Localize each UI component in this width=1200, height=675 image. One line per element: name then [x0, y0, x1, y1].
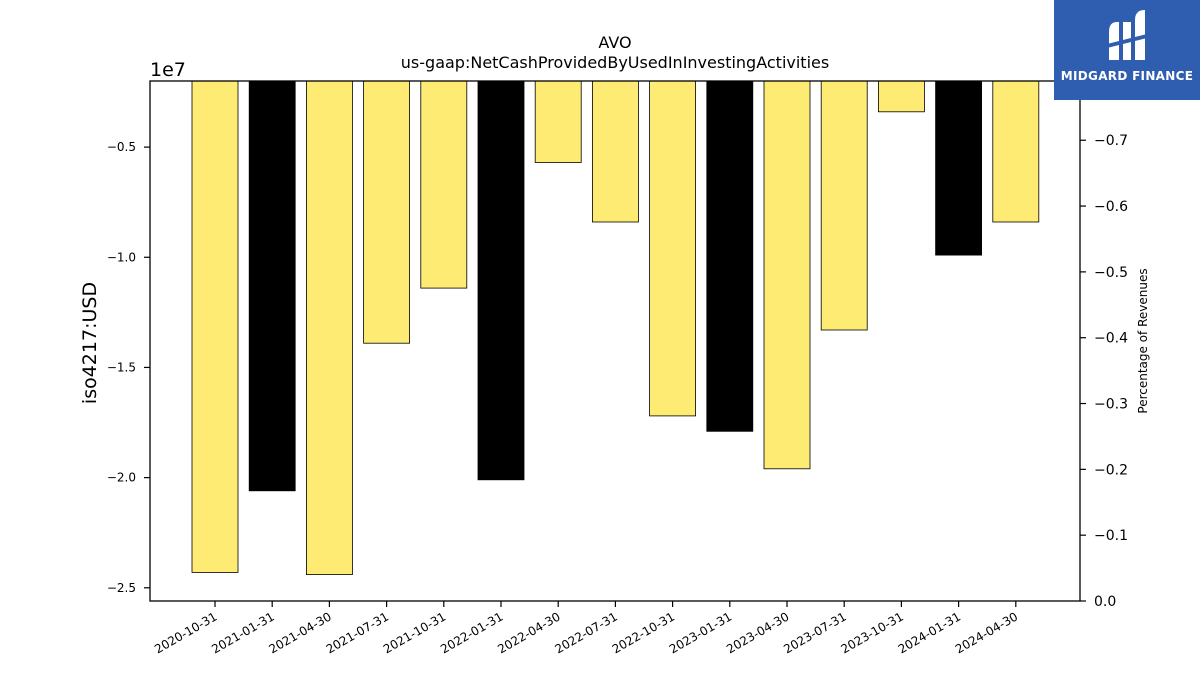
x-tick-label: 2020-10-31 — [152, 609, 219, 656]
x-tick-label: 2021-10-31 — [381, 609, 448, 656]
x-tick-label: 2022-01-31 — [438, 609, 505, 656]
x-tick-label: 2023-10-31 — [838, 609, 905, 656]
x-tick-label: 2023-07-31 — [781, 609, 848, 656]
bar-2024-04-30 — [992, 80, 1040, 223]
bar-2023-07-31 — [820, 80, 868, 331]
x-tick-label: 2021-01-31 — [209, 609, 276, 656]
bar-2023-01-31 — [706, 80, 754, 432]
plot-frame — [149, 80, 1081, 602]
y-tick-label: −2.0 — [107, 471, 136, 485]
y-tick-label: −0.5 — [107, 140, 136, 154]
bar-2024-01-31 — [935, 80, 982, 256]
bar-2021-07-31 — [363, 80, 411, 344]
x-tick-label: 2021-07-31 — [324, 609, 391, 656]
bar-2022-01-31 — [477, 80, 525, 481]
bar-2023-04-30 — [763, 80, 811, 470]
y2-tick-label: −0.5 — [1094, 265, 1128, 281]
bar-2022-10-31 — [649, 80, 696, 417]
y2-axis-label: Percentage of Revenues — [1136, 268, 1150, 413]
y2-tick-label: −0.6 — [1094, 199, 1128, 215]
midgard-finance-logo: MIDGARD FINANCE — [1054, 0, 1200, 100]
y2-tick-label: 0.0 — [1094, 594, 1116, 610]
y2-tick-label: −0.3 — [1094, 397, 1128, 413]
bar-2021-01-31 — [248, 80, 296, 492]
x-tick-label: 2022-04-30 — [495, 609, 562, 656]
bar-2021-04-30 — [305, 80, 353, 576]
chart-title: AVO — [598, 33, 631, 52]
y-axis-label: iso4217:USD — [79, 282, 101, 404]
y-offset-label: 1e7 — [150, 59, 186, 81]
y2-tick-label: −0.2 — [1094, 462, 1128, 478]
y-tick-label: −1.0 — [107, 250, 136, 264]
x-tick-label: 2022-07-31 — [552, 609, 619, 656]
x-tick-label: 2024-01-31 — [896, 609, 963, 656]
logo-mark-icon — [1107, 10, 1147, 60]
y-tick-label: −2.5 — [107, 581, 136, 595]
bar-2021-10-31 — [420, 80, 468, 289]
y2-tick-label: −0.1 — [1094, 528, 1128, 544]
x-tick-label: 2024-04-30 — [953, 609, 1020, 656]
bar-2020-10-31 — [191, 80, 239, 573]
x-tick-label: 2023-04-30 — [724, 609, 791, 656]
y2-tick-label: −0.7 — [1094, 133, 1128, 149]
y-tick-label: −1.5 — [107, 360, 136, 374]
chart-subtitle: us-gaap:NetCashProvidedByUsedInInvesting… — [401, 53, 829, 72]
bar-2022-04-30 — [534, 80, 582, 163]
x-tick-label: 2021-04-30 — [266, 609, 333, 656]
x-tick-label: 2022-10-31 — [610, 609, 677, 656]
y2-tick-label: −0.4 — [1094, 331, 1128, 347]
x-tick-label: 2023-01-31 — [667, 609, 734, 656]
bar-2023-10-31 — [878, 80, 925, 113]
bar-2022-07-31 — [592, 80, 639, 223]
logo-text: MIDGARD FINANCE — [1060, 69, 1194, 83]
